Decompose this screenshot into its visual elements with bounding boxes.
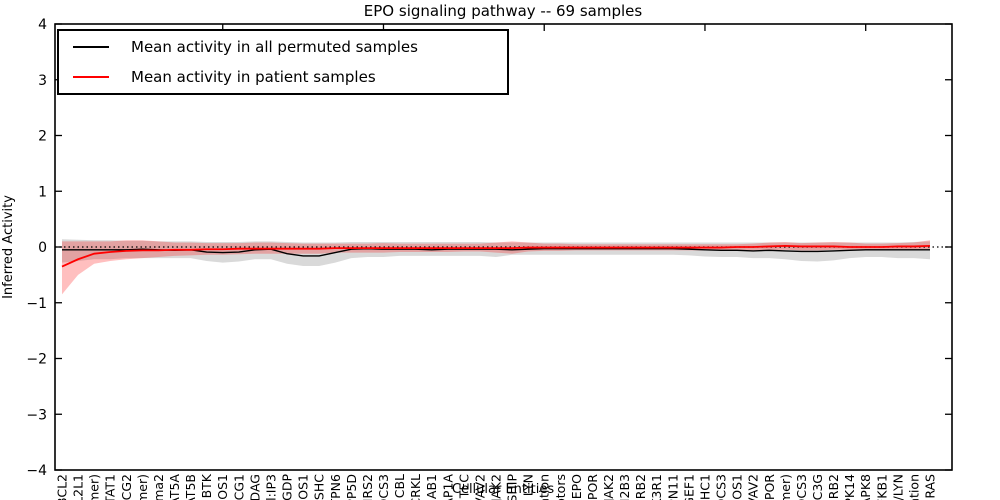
x-tick-label: STAT1 bbox=[103, 474, 118, 500]
x-tick-label: SOCS3 bbox=[714, 474, 729, 500]
x-tick-label: PTPN11 bbox=[665, 474, 680, 500]
x-tick-label: SH2B3 bbox=[617, 474, 632, 500]
x-tick-label: STAT5B bbox=[183, 474, 198, 500]
x-tick-label: CBL bbox=[392, 474, 407, 498]
y-tick-label: −1 bbox=[26, 296, 47, 312]
permuted-line-swatch-icon bbox=[73, 46, 109, 48]
x-tick-label: STAT1 (dimer) bbox=[135, 474, 150, 500]
series-lines bbox=[61, 244, 931, 268]
patient-confidence-band bbox=[62, 240, 930, 295]
x-tick-label: PI3K regualtory subunit polypeptide 1/IR… bbox=[505, 474, 520, 500]
x-tick-label: PLCG1 bbox=[231, 474, 246, 500]
x-tick-label: RAP1A bbox=[440, 474, 455, 500]
x-tick-label: MAPK8 bbox=[858, 474, 873, 500]
x-tick-label: CRKL/CBL/C3G bbox=[810, 474, 825, 500]
x-tick-label: TEC/VAV2/GRB2 bbox=[826, 474, 841, 500]
y-tick-label: 4 bbox=[38, 17, 47, 33]
x-tick-label: PIK3R1 bbox=[649, 474, 664, 500]
confidence-bands bbox=[62, 239, 930, 295]
legend: Mean activity in all permuted samples Me… bbox=[57, 29, 509, 95]
x-tick-label: PTPN6 bbox=[328, 474, 343, 500]
y-tick-label: −4 bbox=[26, 463, 47, 479]
x-tick-labels: BCL2BCL2L1STAT5 (dimer)STAT1PLCG2STAT1 (… bbox=[55, 473, 938, 500]
x-tick-label: GAB1 bbox=[424, 474, 439, 500]
y-ticks: 4 3 2 1 0 −1 −2 −3 −4 bbox=[26, 17, 952, 479]
y-axis-label: Inferred Activity bbox=[1, 195, 16, 299]
y-tick-label: 1 bbox=[38, 184, 47, 200]
y-tick-label: −3 bbox=[26, 407, 47, 423]
x-tick-label: mol:DAG bbox=[247, 474, 262, 500]
patient-line-swatch-icon bbox=[73, 76, 109, 78]
x-tick-label: LYN bbox=[521, 474, 536, 496]
x-tick-label: BCL2 bbox=[55, 474, 70, 500]
permuted-confidence-band bbox=[62, 239, 930, 266]
x-tick-label: GRB2 bbox=[633, 474, 648, 500]
x-tick-label: cell proliferation bbox=[906, 474, 921, 500]
x-tick-label: EPO/EPOR (dimer)/JAK2/SOCS3 bbox=[376, 474, 391, 500]
x-tick-label: EPOR/TRPC2/IP3 Receptors bbox=[553, 474, 568, 500]
x-tick-label: EPO bbox=[569, 474, 584, 499]
x-tick-label: EPO/EPOR (dimer) bbox=[778, 474, 793, 500]
x-tick-label: GAB1/SHC/GRB2/SOS1 bbox=[296, 474, 311, 500]
legend-item-patient: Mean activity in patient samples bbox=[73, 63, 507, 91]
permuted-mean-line bbox=[62, 247, 930, 257]
legend-label-patient: Mean activity in patient samples bbox=[131, 68, 376, 86]
legend-item-permuted: Mean activity in all permuted samples bbox=[73, 33, 507, 61]
y-tick-label: −2 bbox=[26, 352, 47, 368]
x-tick-label: IRS2 bbox=[360, 474, 375, 500]
legend-label-permuted: Mean activity in all permuted samples bbox=[131, 38, 418, 56]
x-tick-label: TEC/VAV2 bbox=[746, 474, 761, 500]
x-tick-label: STAT5 (dimer) bbox=[87, 474, 102, 500]
x-tick-label: EPOR bbox=[585, 474, 600, 500]
x-tick-label: VAV2 bbox=[472, 474, 487, 500]
x-tick-label: elevation of cytosolic calcium ion conce… bbox=[537, 474, 552, 500]
x-tick-label: PLCG2 bbox=[119, 474, 134, 500]
x-tick-label: CRKL bbox=[408, 474, 423, 500]
x-axis-label: Cellular Entities bbox=[452, 482, 554, 497]
x-tick-label: JAK2 bbox=[601, 474, 616, 500]
x-tick-label: RAPGEF1 bbox=[681, 474, 696, 500]
x-tick-label: MAPK14 bbox=[842, 474, 857, 500]
y-tick-label: 2 bbox=[38, 129, 47, 145]
x-tick-label: HRAS bbox=[923, 474, 938, 500]
x-tick-label: LYN/PLCgamma2 bbox=[151, 474, 166, 500]
x-tick-label: mol:IP3 bbox=[263, 474, 278, 500]
x-tick-label: TEC bbox=[456, 474, 471, 500]
patient-mean-line bbox=[61, 244, 931, 268]
x-tick-label: BCL2L1 bbox=[71, 474, 86, 500]
y-tick-label: 0 bbox=[38, 240, 47, 256]
x-tick-label: mol:GDP bbox=[280, 474, 295, 500]
x-tick-label: STAT5A bbox=[167, 474, 182, 500]
x-tick-label: SOS1 bbox=[730, 474, 745, 500]
x-tick-label: INPP5D bbox=[344, 474, 359, 500]
x-tick-label: BTK bbox=[199, 473, 214, 498]
x-tick-label: EPO/EPOR (dimer)/LYN bbox=[890, 474, 905, 500]
x-tick-label: GAB1/SHIP/PIK3R1/SHP2/SHC bbox=[312, 474, 327, 500]
x-tick-label: NFKB1 bbox=[874, 474, 889, 500]
x-tick-label: SHC/Grb2/SOS1 bbox=[215, 474, 230, 500]
x-tick-label: EPO/EPOR (dimer)/SOCS3 bbox=[794, 474, 809, 500]
chart-title: EPO signaling pathway -- 69 samples bbox=[364, 2, 643, 20]
x-tick-label: EPO/EPOR bbox=[762, 474, 777, 500]
x-tick-label: EPO/EPOR (dimer)/JAK2 bbox=[489, 474, 504, 500]
x-tick-label: SHC1 bbox=[697, 474, 712, 500]
y-tick-label: 3 bbox=[38, 73, 47, 89]
